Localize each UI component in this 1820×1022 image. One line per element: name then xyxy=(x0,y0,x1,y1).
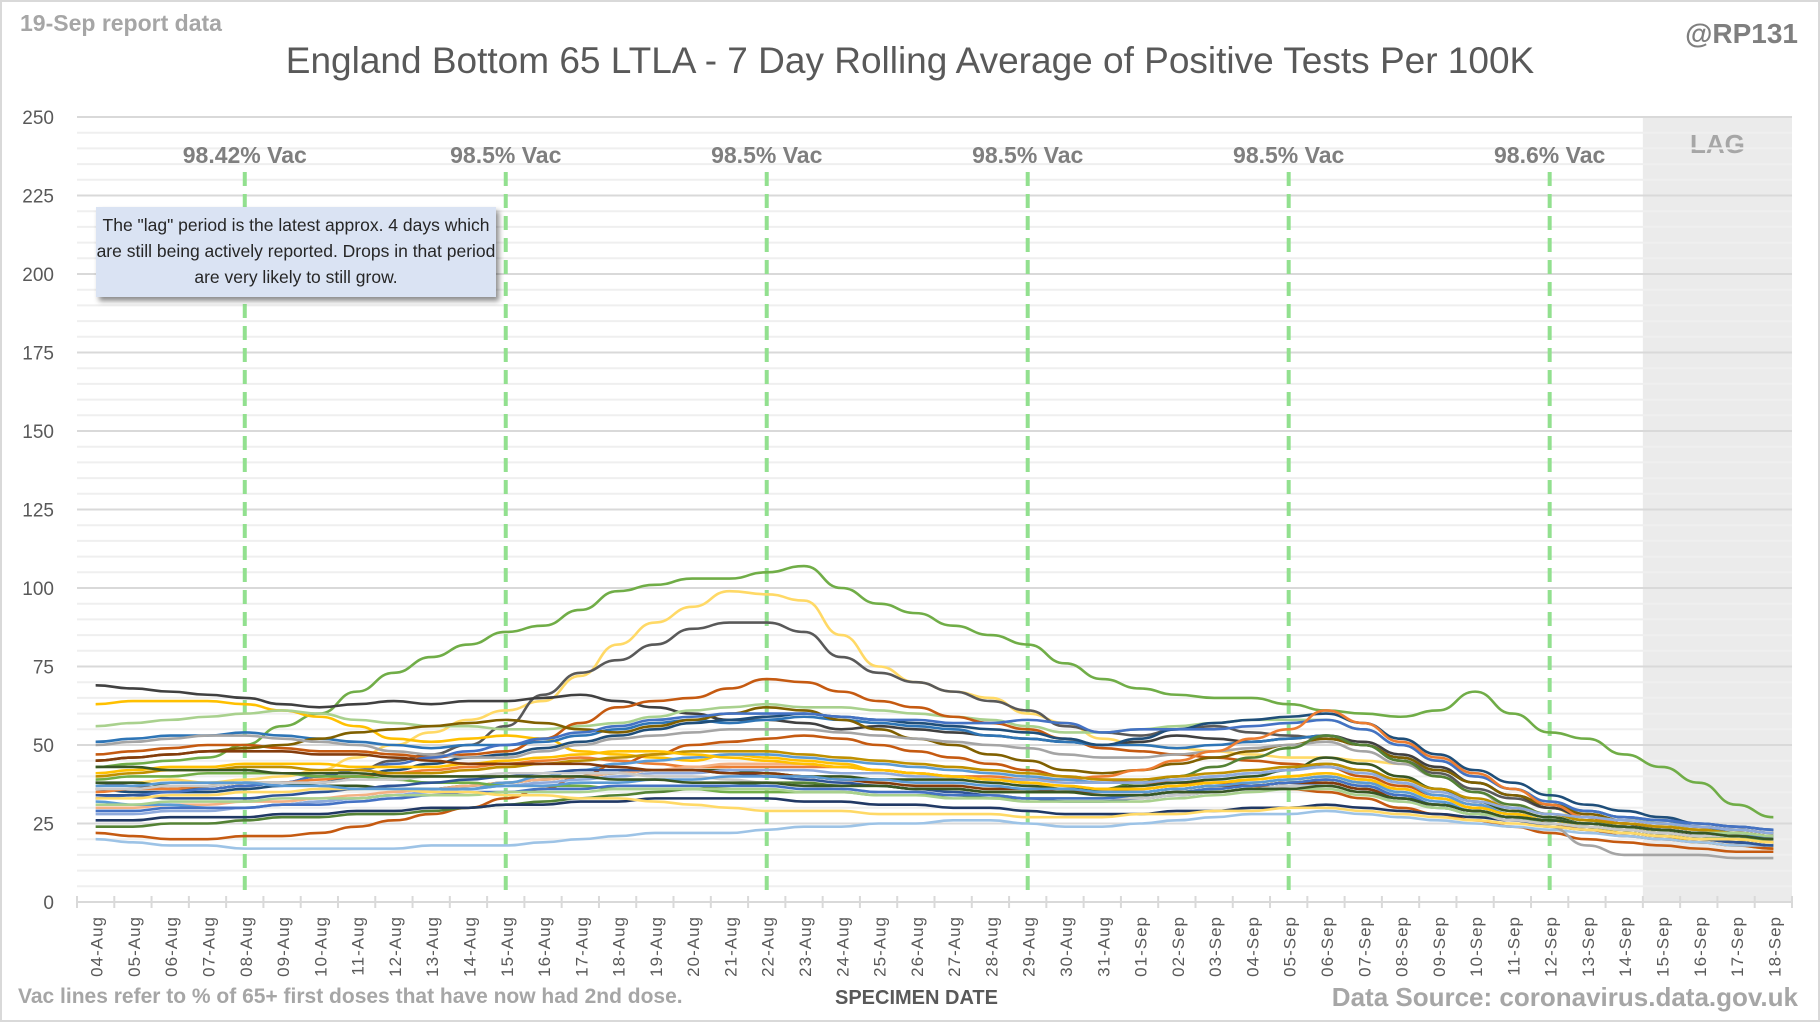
series-line xyxy=(95,621,1774,850)
x-tick-label: 28-Aug xyxy=(982,916,1001,977)
x-tick-label: 14-Sep xyxy=(1616,916,1635,977)
x-tick-label: 07-Aug xyxy=(199,916,218,977)
x-tick-label: 27-Aug xyxy=(945,916,964,977)
x-tick-label: 12-Aug xyxy=(386,916,405,977)
x-tick-label: 14-Aug xyxy=(460,916,479,977)
x-tick-label: 18-Aug xyxy=(610,916,629,977)
data-source: Data Source: coronavirus.data.gov.uk xyxy=(1331,982,1798,1012)
x-tick-label: 19-Aug xyxy=(647,916,666,977)
y-tick-label: 50 xyxy=(33,736,54,757)
x-tick-label: 05-Sep xyxy=(1281,916,1300,977)
series-line xyxy=(95,809,1774,850)
y-tick-label: 200 xyxy=(22,265,54,286)
vac-label: 98.5% Vac xyxy=(1233,142,1344,168)
x-axis-title: SPECIMEN DATE xyxy=(835,987,998,1009)
series-line xyxy=(95,787,1774,838)
x-tick-label: 20-Aug xyxy=(684,916,703,977)
vac-label: 98.5% Vac xyxy=(711,142,822,168)
series-line xyxy=(95,564,1774,819)
y-tick-label: 175 xyxy=(22,344,54,365)
x-tick-label: 16-Sep xyxy=(1691,916,1710,977)
x-tick-label: 04-Sep xyxy=(1243,916,1262,977)
series-line xyxy=(95,728,1774,860)
x-tick-label: 13-Aug xyxy=(423,916,442,977)
vac-label: 98.42% Vac xyxy=(183,142,307,168)
x-tick-label: 10-Sep xyxy=(1467,916,1486,977)
x-tick-label: 29-Aug xyxy=(1020,916,1039,977)
x-tick-label: 25-Aug xyxy=(871,916,890,977)
x-tick-label: 03-Sep xyxy=(1206,916,1225,977)
lag-label: LAG xyxy=(1690,129,1745,159)
vac-label: 98.5% Vac xyxy=(972,142,1083,168)
x-tick-label: 17-Sep xyxy=(1728,916,1747,977)
x-tick-label: 08-Sep xyxy=(1393,916,1412,977)
y-tick-label: 125 xyxy=(22,501,54,522)
vac-label: 98.6% Vac xyxy=(1494,142,1605,168)
y-tick-label: 100 xyxy=(22,579,54,600)
y-tick-label: 150 xyxy=(22,422,54,443)
x-tick-label: 26-Aug xyxy=(908,916,927,977)
series-line xyxy=(95,749,1774,844)
x-tick-label: 17-Aug xyxy=(572,916,591,977)
y-tick-label: 25 xyxy=(33,815,54,836)
x-tick-label: 15-Aug xyxy=(498,916,517,977)
x-tick-label: 06-Aug xyxy=(162,916,181,977)
x-tick-label: 18-Sep xyxy=(1765,916,1784,977)
x-tick-label: 08-Aug xyxy=(237,916,256,977)
x-tick-label: 22-Aug xyxy=(759,916,778,977)
x-tick-label: 16-Aug xyxy=(535,916,554,977)
x-tick-label: 09-Sep xyxy=(1430,916,1449,977)
x-tick-label: 10-Aug xyxy=(311,916,330,977)
x-tick-label: 11-Sep xyxy=(1504,916,1523,976)
series-line xyxy=(95,765,1774,841)
series-line xyxy=(95,797,1774,844)
vac-label: 98.5% Vac xyxy=(450,142,561,168)
series-line xyxy=(95,706,1774,835)
lag-callout: The "lag" period is the latest approx. 4… xyxy=(96,207,496,297)
chart-title: England Bottom 65 LTLA - 7 Day Rolling A… xyxy=(285,40,1535,81)
x-tick-label: 11-Aug xyxy=(349,916,368,976)
author-handle: @RP131 xyxy=(1685,18,1798,49)
x-tick-label: 15-Sep xyxy=(1654,916,1673,977)
x-tick-label: 04-Aug xyxy=(88,916,107,977)
x-tick-label: 21-Aug xyxy=(721,916,740,977)
x-tick-label: 23-Aug xyxy=(796,916,815,977)
x-tick-label: 12-Sep xyxy=(1542,916,1561,977)
x-tick-label: 13-Sep xyxy=(1579,916,1598,977)
x-tick-label: 30-Aug xyxy=(1057,916,1076,977)
x-tick-label: 31-Aug xyxy=(1094,916,1113,977)
series-line xyxy=(95,749,1774,838)
series-line xyxy=(95,712,1774,832)
x-tick-label: 05-Aug xyxy=(125,916,144,977)
y-tick-label: 250 xyxy=(22,108,54,129)
series-line xyxy=(95,734,1774,854)
y-tick-label: 225 xyxy=(22,187,54,208)
vac-footnote: Vac lines refer to % of 65+ first doses … xyxy=(18,985,683,1008)
x-tick-label: 09-Aug xyxy=(274,916,293,977)
x-tick-label: 24-Aug xyxy=(833,916,852,977)
report-date: 19-Sep report data xyxy=(20,10,222,36)
y-tick-label: 75 xyxy=(33,658,54,679)
y-tick-label: 0 xyxy=(43,893,54,914)
x-tick-label: 06-Sep xyxy=(1318,916,1337,977)
x-tick-label: 01-Sep xyxy=(1132,916,1151,977)
x-tick-label: 07-Sep xyxy=(1355,916,1374,977)
x-tick-label: 02-Sep xyxy=(1169,916,1188,977)
